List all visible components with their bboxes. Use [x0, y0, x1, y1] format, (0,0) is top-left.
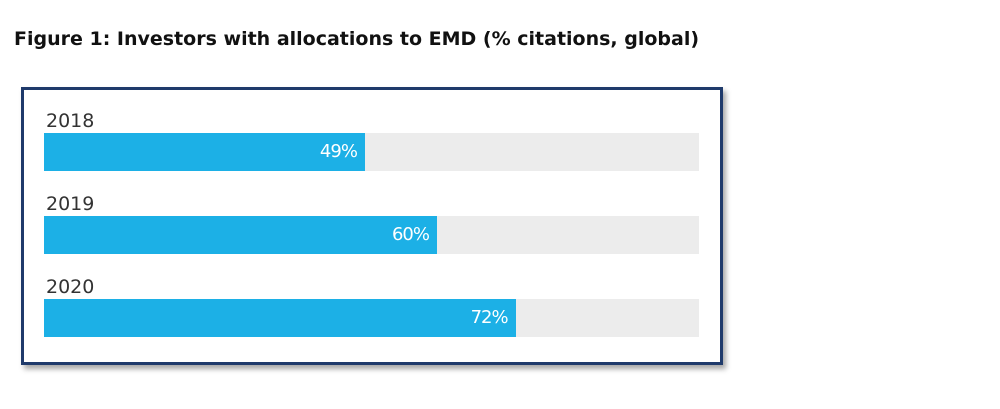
bar-track: 72%: [44, 299, 699, 337]
data-label: 60%: [391, 224, 430, 245]
category-label: 2018: [46, 110, 95, 132]
bar-2019: 60%: [44, 216, 437, 254]
figure-title: Figure 1: Investors with allocations to …: [14, 28, 700, 50]
data-label: 49%: [319, 141, 358, 162]
bar-track: 49%: [44, 133, 699, 171]
chart-frame: 2018 49% 2019 60% 2020 72%: [21, 87, 723, 365]
category-label: 2019: [46, 193, 95, 215]
data-label: 72%: [470, 307, 509, 328]
bar-2018: 49%: [44, 133, 365, 171]
category-label: 2020: [46, 276, 95, 298]
bar-track: 60%: [44, 216, 699, 254]
bar-2020: 72%: [44, 299, 516, 337]
